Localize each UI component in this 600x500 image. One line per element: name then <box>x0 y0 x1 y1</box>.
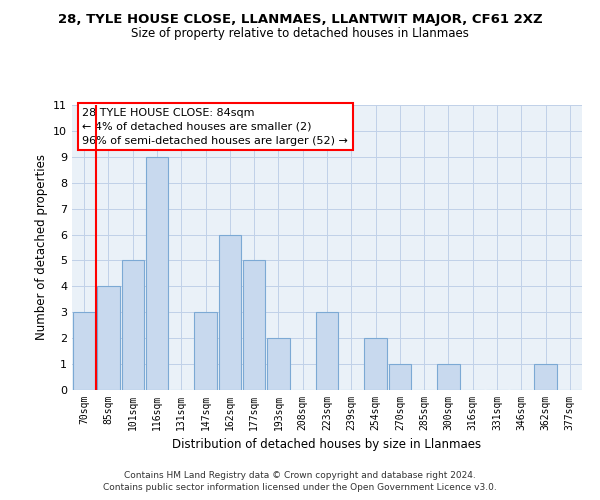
Text: 28 TYLE HOUSE CLOSE: 84sqm
← 4% of detached houses are smaller (2)
96% of semi-d: 28 TYLE HOUSE CLOSE: 84sqm ← 4% of detac… <box>82 108 348 146</box>
Bar <box>146 157 168 390</box>
Text: Contains public sector information licensed under the Open Government Licence v3: Contains public sector information licen… <box>103 484 497 492</box>
Bar <box>194 312 217 390</box>
Text: 28, TYLE HOUSE CLOSE, LLANMAES, LLANTWIT MAJOR, CF61 2XZ: 28, TYLE HOUSE CLOSE, LLANMAES, LLANTWIT… <box>58 12 542 26</box>
Bar <box>97 286 119 390</box>
Bar <box>364 338 387 390</box>
Text: Contains HM Land Registry data © Crown copyright and database right 2024.: Contains HM Land Registry data © Crown c… <box>124 471 476 480</box>
Bar <box>389 364 411 390</box>
Bar <box>218 234 241 390</box>
X-axis label: Distribution of detached houses by size in Llanmaes: Distribution of detached houses by size … <box>172 438 482 452</box>
Text: Size of property relative to detached houses in Llanmaes: Size of property relative to detached ho… <box>131 28 469 40</box>
Bar <box>535 364 557 390</box>
Bar <box>267 338 290 390</box>
Bar <box>437 364 460 390</box>
Bar <box>122 260 144 390</box>
Bar <box>73 312 95 390</box>
Bar <box>243 260 265 390</box>
Bar <box>316 312 338 390</box>
Y-axis label: Number of detached properties: Number of detached properties <box>35 154 47 340</box>
